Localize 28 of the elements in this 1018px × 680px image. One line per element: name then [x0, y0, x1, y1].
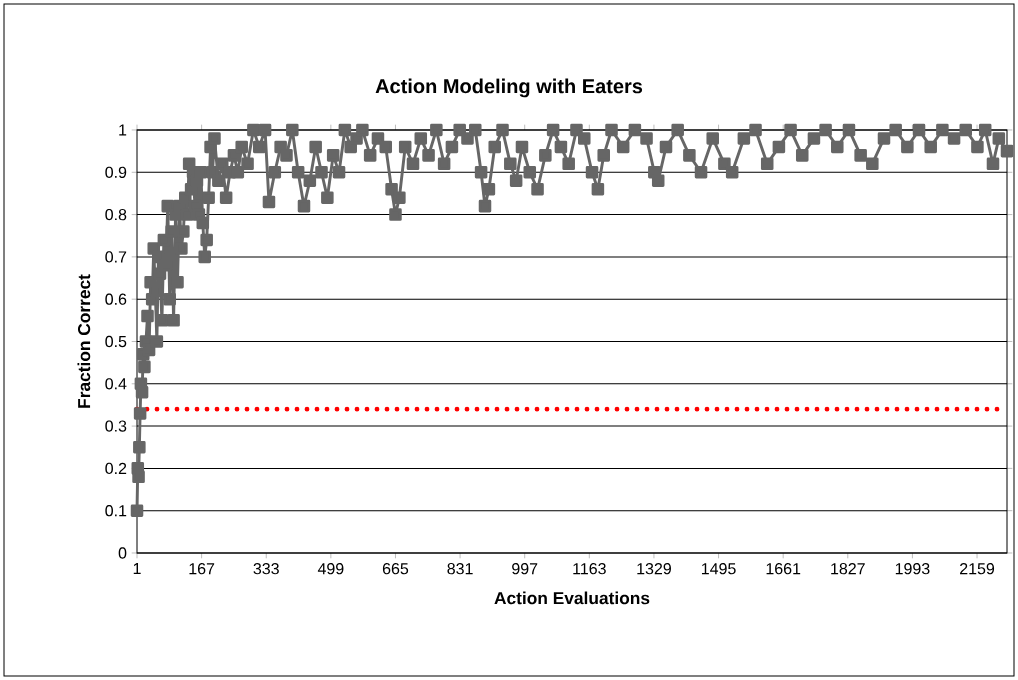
- y-tick-label: 0.3: [105, 420, 127, 432]
- x-tick-label: 1163: [573, 563, 606, 575]
- y-axis-title: Fraction Correct: [77, 274, 91, 408]
- x-tick-label: 2159: [960, 563, 995, 575]
- y-tick-label: 0.9: [105, 166, 127, 178]
- x-tick-label: 1495: [701, 563, 736, 575]
- y-tick-label: 0.1: [105, 505, 127, 517]
- x-axis-title: Action Evaluations: [494, 591, 650, 605]
- x-tick-label: 499: [317, 563, 344, 575]
- x-tick-label: 665: [382, 563, 409, 575]
- y-tick-label: 0.8: [105, 208, 127, 221]
- x-tick-label: 1827: [831, 563, 865, 575]
- x-tick-label: 333: [253, 563, 279, 575]
- y-tick-label: 0.4: [105, 378, 127, 390]
- x-tick-label: 1661: [766, 563, 801, 575]
- x-tick-label: 831: [447, 563, 473, 575]
- y-tick-label: 0.5: [105, 335, 127, 348]
- y-tick-label: 0: [118, 547, 127, 559]
- y-tick-label: 0.6: [105, 293, 127, 305]
- x-tick-label: 997: [512, 563, 538, 575]
- y-tick-label: 0.2: [105, 462, 127, 475]
- y-tick-label: 1: [119, 124, 127, 136]
- x-tick-label: 1: [133, 563, 141, 575]
- x-tick-label: 1329: [637, 563, 671, 575]
- x-tick-label: 167: [189, 563, 215, 575]
- chart-title: Action Modeling with Eaters: [375, 78, 643, 98]
- y-tick-label: 0.7: [105, 251, 127, 263]
- x-tick-label: 1993: [895, 563, 930, 575]
